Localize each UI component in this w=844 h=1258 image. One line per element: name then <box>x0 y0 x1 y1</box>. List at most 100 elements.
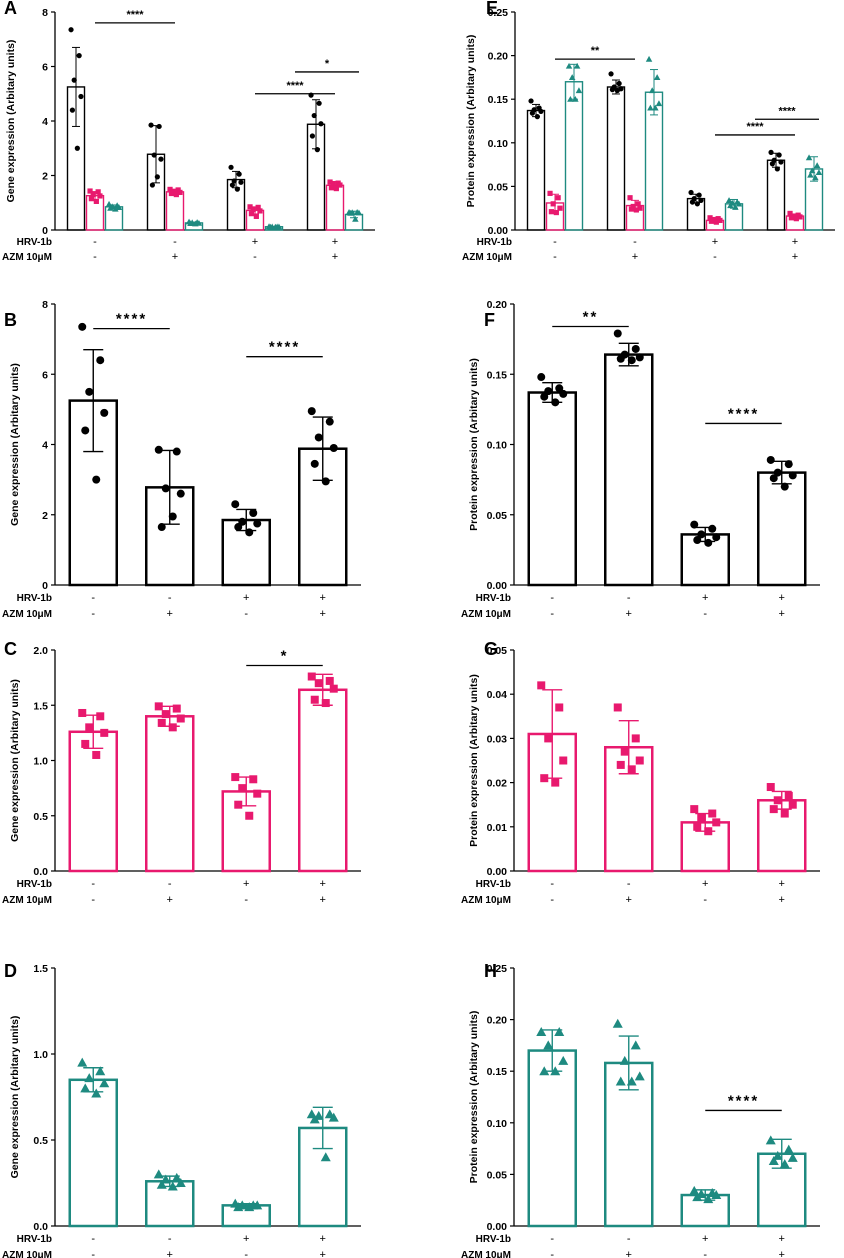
data-point <box>231 500 240 509</box>
significance-label: **** <box>778 105 796 117</box>
data-point <box>711 1190 722 1200</box>
y-tick-label: 0.05 <box>487 1169 508 1181</box>
y-tick-label: 0.20 <box>487 299 508 311</box>
condition-sign: + <box>167 608 173 620</box>
row-label-azm: AZM 10μM <box>2 609 52 620</box>
data-point-teal <box>573 62 581 69</box>
data-point-teal <box>267 223 274 230</box>
condition-sign: + <box>332 251 338 263</box>
row-label-azm: AZM 10μM <box>461 1250 511 1258</box>
data-point <box>78 708 87 717</box>
data-point-teal <box>105 200 113 207</box>
y-tick-label: 0 <box>42 580 48 592</box>
data-point-pink <box>247 204 253 210</box>
data-point <box>99 1078 110 1088</box>
y-tick-label: 0.10 <box>487 440 508 452</box>
data-point-pink <box>93 198 99 204</box>
significance-label: ** <box>583 308 599 325</box>
data-point-black <box>238 179 244 185</box>
condition-sign: + <box>779 592 785 604</box>
y-tick-label: 2 <box>42 510 48 522</box>
data-point-black <box>538 108 544 115</box>
data-point <box>780 809 789 818</box>
data-point <box>635 353 644 362</box>
y-axis-title: Gene expression (Arbitary units) <box>9 679 21 842</box>
y-axis-title: Protein expression (Arbitary units) <box>468 358 480 531</box>
data-point <box>325 417 334 426</box>
data-point <box>175 1178 186 1187</box>
data-point <box>100 408 109 417</box>
condition-sign: - <box>91 894 95 906</box>
data-point <box>85 723 94 732</box>
row-label-hrv: HRV-1b <box>476 879 511 890</box>
data-point <box>544 734 553 743</box>
condition-sign: - <box>553 236 557 248</box>
data-point <box>161 710 170 719</box>
data-point <box>153 1169 164 1179</box>
bar <box>604 353 654 587</box>
data-point-teal <box>815 169 823 176</box>
data-point-pink <box>788 215 794 221</box>
data-point-black <box>776 152 782 158</box>
data-point <box>81 426 90 435</box>
condition-sign: + <box>320 1249 326 1258</box>
data-point <box>630 1040 641 1050</box>
condition-sign: - <box>627 878 631 890</box>
data-point-black <box>609 87 616 93</box>
data-point-teal <box>805 154 813 161</box>
condition-sign: - <box>91 1233 95 1245</box>
y-axis-title: Protein expression (Arbitary units) <box>465 35 477 208</box>
data-point <box>161 484 170 493</box>
data-point <box>321 699 330 708</box>
condition-sign: + <box>320 608 326 620</box>
condition-sign: - <box>550 1233 554 1245</box>
data-point <box>765 1135 776 1145</box>
condition-sign: + <box>332 236 338 248</box>
significance-label: ** <box>591 45 600 57</box>
y-tick-label: 0.00 <box>487 866 508 878</box>
data-point-black <box>534 114 540 120</box>
y-tick-label: 2.0 <box>33 645 48 657</box>
condition-sign: + <box>320 878 326 890</box>
data-point <box>766 783 775 792</box>
data-point <box>550 1066 561 1076</box>
data-point-pink <box>248 211 254 217</box>
condition-sign: + <box>632 251 638 263</box>
data-point <box>554 1026 565 1036</box>
row-label-hrv: HRV-1b <box>17 1234 52 1245</box>
condition-sign: - <box>91 608 95 620</box>
condition-sign: - <box>713 251 717 263</box>
data-point <box>80 1083 91 1093</box>
data-point-teal <box>352 215 359 222</box>
condition-sign: + <box>626 1249 632 1258</box>
data-point-pink <box>627 195 633 201</box>
condition-sign: - <box>550 592 554 604</box>
condition-sign: - <box>91 1249 95 1258</box>
data-point-black <box>68 27 74 33</box>
data-point-black <box>608 71 614 77</box>
data-point-pink <box>708 218 714 224</box>
condition-sign: - <box>553 251 557 263</box>
y-tick-label: 0.15 <box>488 94 509 106</box>
bar-black <box>526 109 546 231</box>
data-point <box>92 750 101 759</box>
data-point <box>310 695 319 704</box>
y-tick-label: 0.25 <box>488 7 509 19</box>
data-point-black <box>236 171 242 177</box>
data-point-black <box>616 80 622 87</box>
condition-sign: + <box>792 236 798 248</box>
data-point-pink <box>257 208 263 214</box>
data-point <box>712 818 721 827</box>
data-point <box>616 760 625 769</box>
data-point-black <box>228 164 234 170</box>
condition-sign: + <box>779 894 785 906</box>
data-point-pink <box>717 217 723 224</box>
data-point <box>539 1066 550 1076</box>
data-point-pink <box>787 210 793 217</box>
data-point-teal <box>808 167 816 174</box>
data-point-black <box>149 182 155 188</box>
data-point-teal <box>812 174 819 181</box>
data-point <box>703 1194 714 1204</box>
row-label-azm: AZM 10μM <box>2 895 52 906</box>
